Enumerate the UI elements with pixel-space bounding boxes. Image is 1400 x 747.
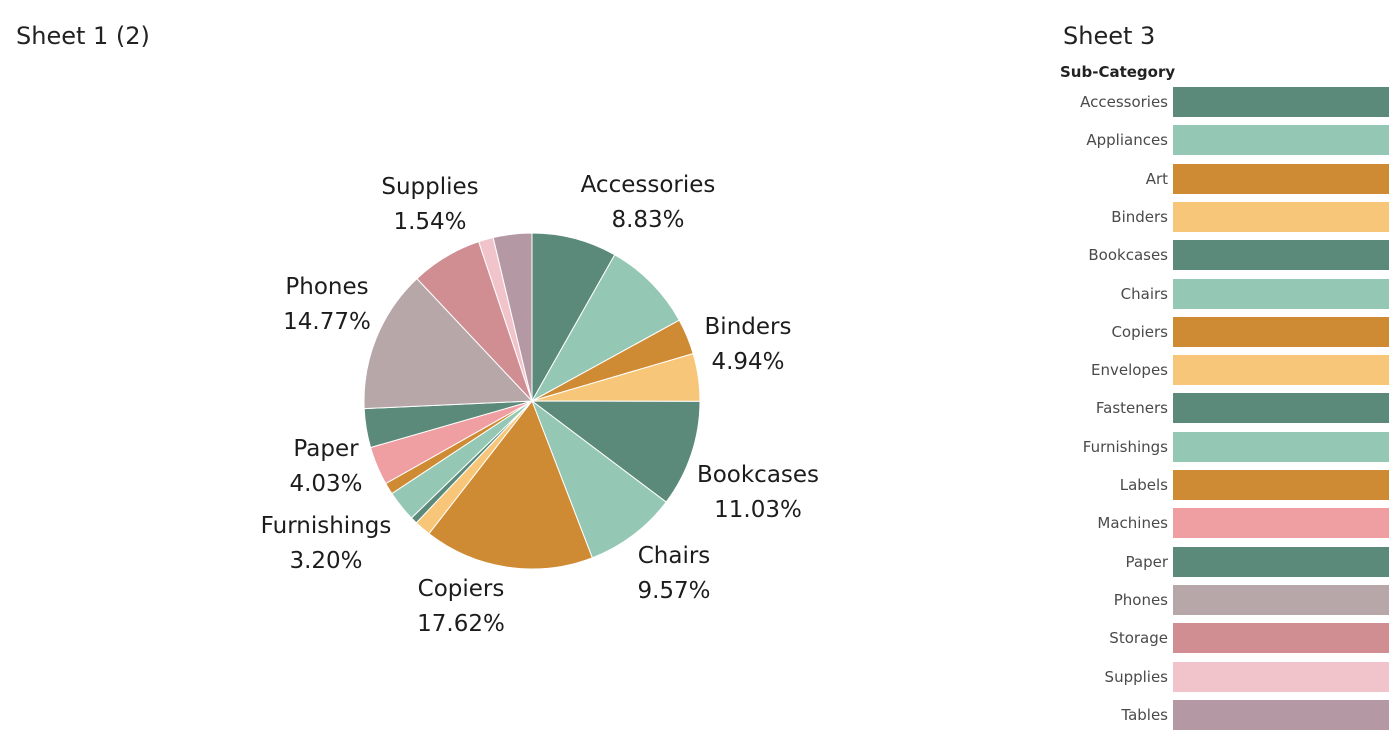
- legend-item-swatch: [1173, 661, 1389, 692]
- legend-item-label: Furnishings: [1082, 437, 1168, 456]
- legend-item-label: Storage: [1109, 629, 1168, 648]
- legend-item-label: Paper: [1125, 552, 1168, 571]
- legend-item[interactable]: Storage: [1020, 623, 1400, 654]
- legend-item-swatch: [1173, 508, 1389, 539]
- pie-slice-tables[interactable]: [492, 232, 533, 402]
- slice-label-name: Furnishings: [261, 513, 392, 539]
- legend-item-swatch: [1173, 431, 1389, 462]
- legend-item-swatch: [1173, 470, 1389, 500]
- legend-item-label: Phones: [1113, 590, 1168, 609]
- legend-item[interactable]: Paper: [1020, 546, 1400, 577]
- legend-item-label: Envelopes: [1091, 361, 1168, 380]
- right-sheet-title: Sheet 3: [1063, 22, 1156, 50]
- slice-label-percent: 3.20%: [289, 548, 362, 574]
- legend-item[interactable]: Copiers: [1020, 316, 1400, 347]
- legend-item[interactable]: Envelopes: [1020, 355, 1400, 386]
- slice-label-name: Supplies: [381, 174, 478, 200]
- slice-label-name: Phones: [285, 274, 368, 300]
- legend-item[interactable]: Chairs: [1020, 278, 1400, 309]
- pie-slice-appliances[interactable]: [530, 254, 680, 403]
- legend-item[interactable]: Labels: [1020, 470, 1400, 500]
- slice-label-name: Chairs: [638, 543, 711, 569]
- slice-label-percent: 11.03%: [714, 497, 802, 523]
- legend-item-swatch: [1173, 393, 1389, 424]
- legend-item-swatch: [1173, 163, 1389, 194]
- pie-slice-phones[interactable]: [363, 277, 534, 410]
- legend-item-swatch: [1173, 87, 1389, 117]
- slice-label-percent: 9.57%: [637, 578, 710, 604]
- legend-item-swatch: [1173, 584, 1389, 615]
- legend-item[interactable]: Bookcases: [1020, 240, 1400, 271]
- legend-item-label: Bookcases: [1088, 246, 1168, 265]
- legend-header: Sub-Category: [1060, 63, 1176, 81]
- legend-item[interactable]: Art: [1020, 163, 1400, 194]
- legend-panel: Sheet 3 Sub-Category Accessories Applianc…: [1020, 0, 1400, 747]
- legend-item-swatch: [1173, 278, 1389, 309]
- legend-item-label: Machines: [1097, 514, 1168, 533]
- legend-item-label: Labels: [1119, 476, 1168, 494]
- slice-label-percent: 14.77%: [283, 309, 371, 335]
- legend-item[interactable]: Machines: [1020, 508, 1400, 539]
- slice-label-name: Accessories: [581, 172, 716, 198]
- legend-item-swatch: [1173, 316, 1389, 347]
- legend-item-label: Appliances: [1086, 131, 1168, 150]
- legend-item[interactable]: Accessories: [1020, 87, 1400, 117]
- pie-slice-bookcases[interactable]: [530, 400, 701, 503]
- legend-item-label: Fasteners: [1095, 399, 1168, 418]
- legend-item-label: Tables: [1121, 705, 1168, 724]
- legend-item[interactable]: Appliances: [1020, 125, 1400, 156]
- pie-slice-chairs[interactable]: [530, 399, 667, 559]
- pie-slice-accessories[interactable]: [531, 232, 616, 403]
- slice-label-name: Paper: [293, 436, 359, 462]
- slice-label-name: Copiers: [418, 576, 505, 602]
- legend-item-swatch: [1173, 240, 1389, 271]
- legend-item-swatch: [1173, 355, 1389, 386]
- left-sheet-title: Sheet 1 (2): [16, 22, 150, 50]
- pie-chart: Accessories 8.83% Binders 4.94% Bookcases 11.…: [261, 172, 819, 637]
- legend-item-swatch: [1173, 699, 1389, 730]
- legend-item-swatch: [1173, 201, 1389, 232]
- pie-slice-copiers[interactable]: [428, 399, 593, 570]
- legend-item-label: Art: [1145, 169, 1168, 188]
- slice-label-percent: 17.62%: [417, 611, 505, 637]
- legend-item[interactable]: Binders: [1020, 201, 1400, 232]
- slice-label-name: Binders: [705, 314, 792, 340]
- slice-label-percent: 8.83%: [611, 207, 684, 233]
- slice-label-name: Bookcases: [697, 462, 819, 488]
- legend-item[interactable]: Furnishings: [1020, 431, 1400, 462]
- legend-item-swatch: [1173, 125, 1389, 156]
- legend-item[interactable]: Phones: [1020, 584, 1400, 615]
- slice-label-percent: 1.54%: [393, 209, 466, 235]
- slice-label-percent: 4.03%: [289, 471, 362, 497]
- legend-item-label: Chairs: [1120, 284, 1168, 303]
- legend-item-label: Supplies: [1104, 667, 1168, 686]
- legend-item-swatch: [1173, 546, 1389, 577]
- legend-item[interactable]: Supplies: [1020, 661, 1400, 692]
- legend-item-label: Accessories: [1080, 93, 1168, 111]
- legend-item-label: Copiers: [1111, 322, 1168, 341]
- legend-item[interactable]: Fasteners: [1020, 393, 1400, 424]
- slice-label-percent: 4.94%: [711, 349, 784, 375]
- legend-item-label: Binders: [1111, 207, 1168, 226]
- legend-item[interactable]: Tables: [1020, 699, 1400, 730]
- legend-item-swatch: [1173, 623, 1389, 654]
